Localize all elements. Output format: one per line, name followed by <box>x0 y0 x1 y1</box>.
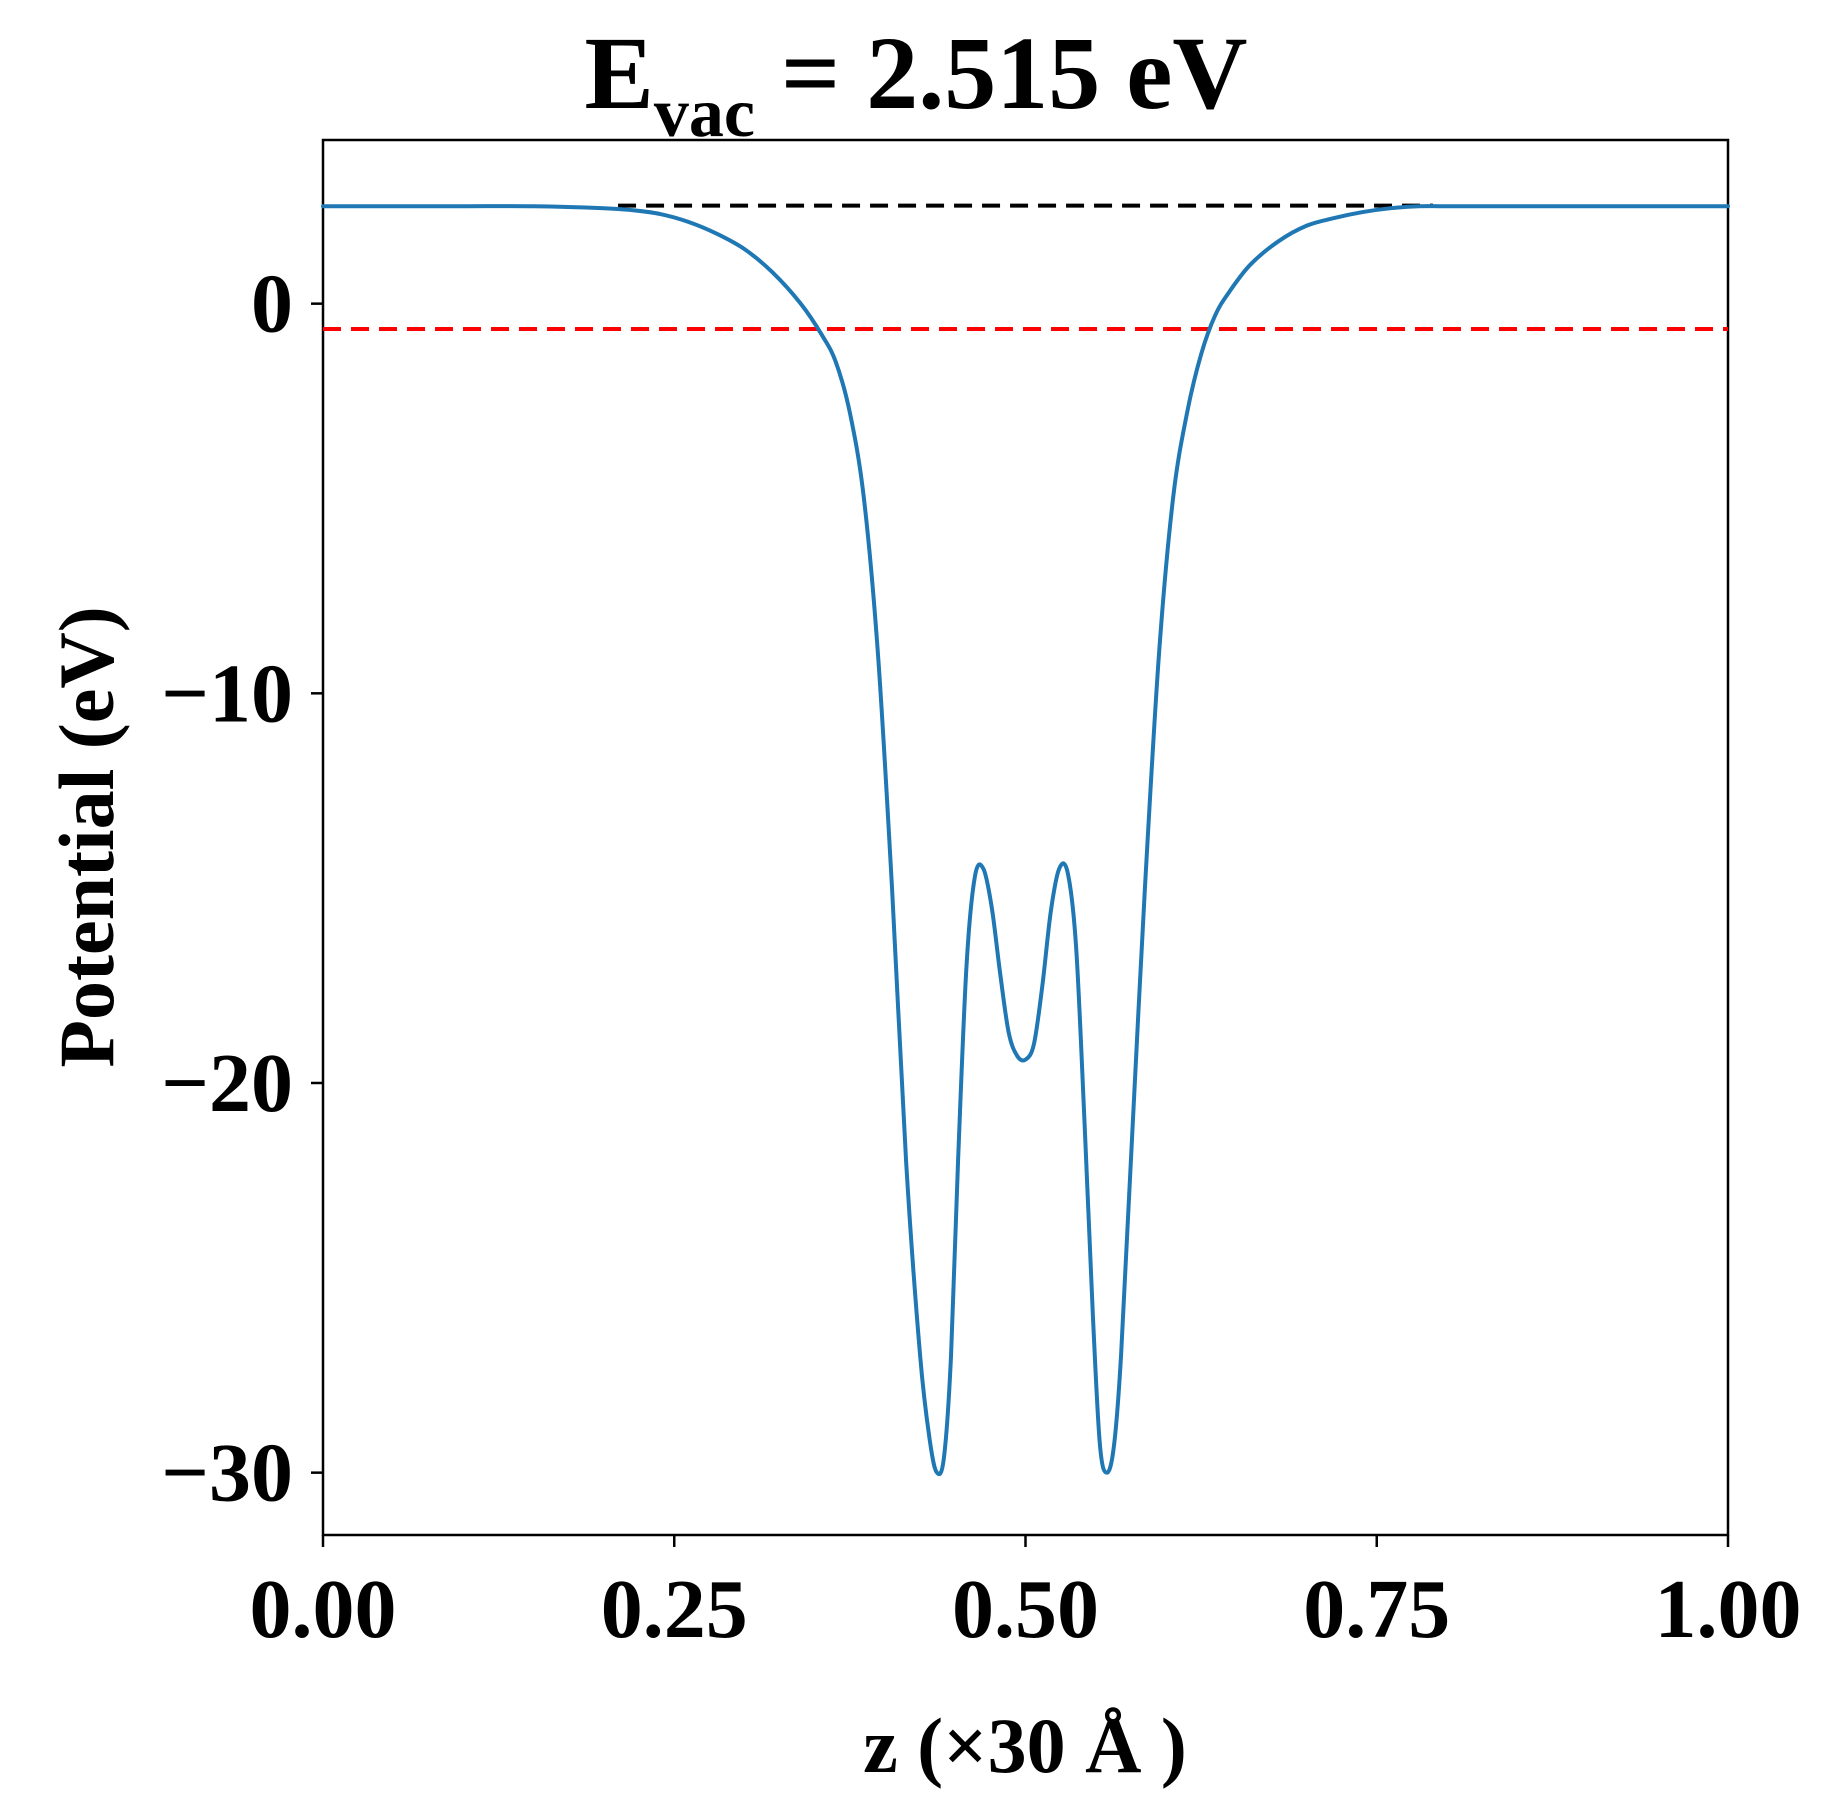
x-tick-label: 0.75 <box>1303 1563 1450 1656</box>
plot-area <box>321 138 1730 1537</box>
y-tick-label: −30 <box>161 1427 293 1520</box>
x-tick-label: 1.00 <box>1655 1563 1802 1656</box>
reference-lines <box>323 203 1728 331</box>
x-tick-label: 0.00 <box>250 1563 397 1656</box>
x-axis-label: z (×30 Å ) <box>863 1702 1187 1789</box>
chart-title-main: E <box>585 16 654 131</box>
x-axis-ticks: 0.00 0.25 0.50 0.75 1.00 <box>250 1535 1802 1656</box>
chart-title-rest: = 2.515 eV <box>755 16 1248 131</box>
series-layer <box>321 204 1730 1477</box>
y-tick-label: −20 <box>161 1037 293 1130</box>
y-axis-label: Potential (eV) <box>43 606 130 1067</box>
y-axis-ticks: 0 −10 −20 −30 <box>161 258 323 1520</box>
chart-title: Evac = 2.515 eV <box>585 16 1248 152</box>
series-line-0 <box>321 204 1730 1477</box>
y-tick-label: 0 <box>251 258 293 351</box>
x-tick-label: 0.25 <box>601 1563 748 1656</box>
y-tick-label: −10 <box>161 647 293 740</box>
x-tick-label: 0.50 <box>952 1563 1099 1656</box>
